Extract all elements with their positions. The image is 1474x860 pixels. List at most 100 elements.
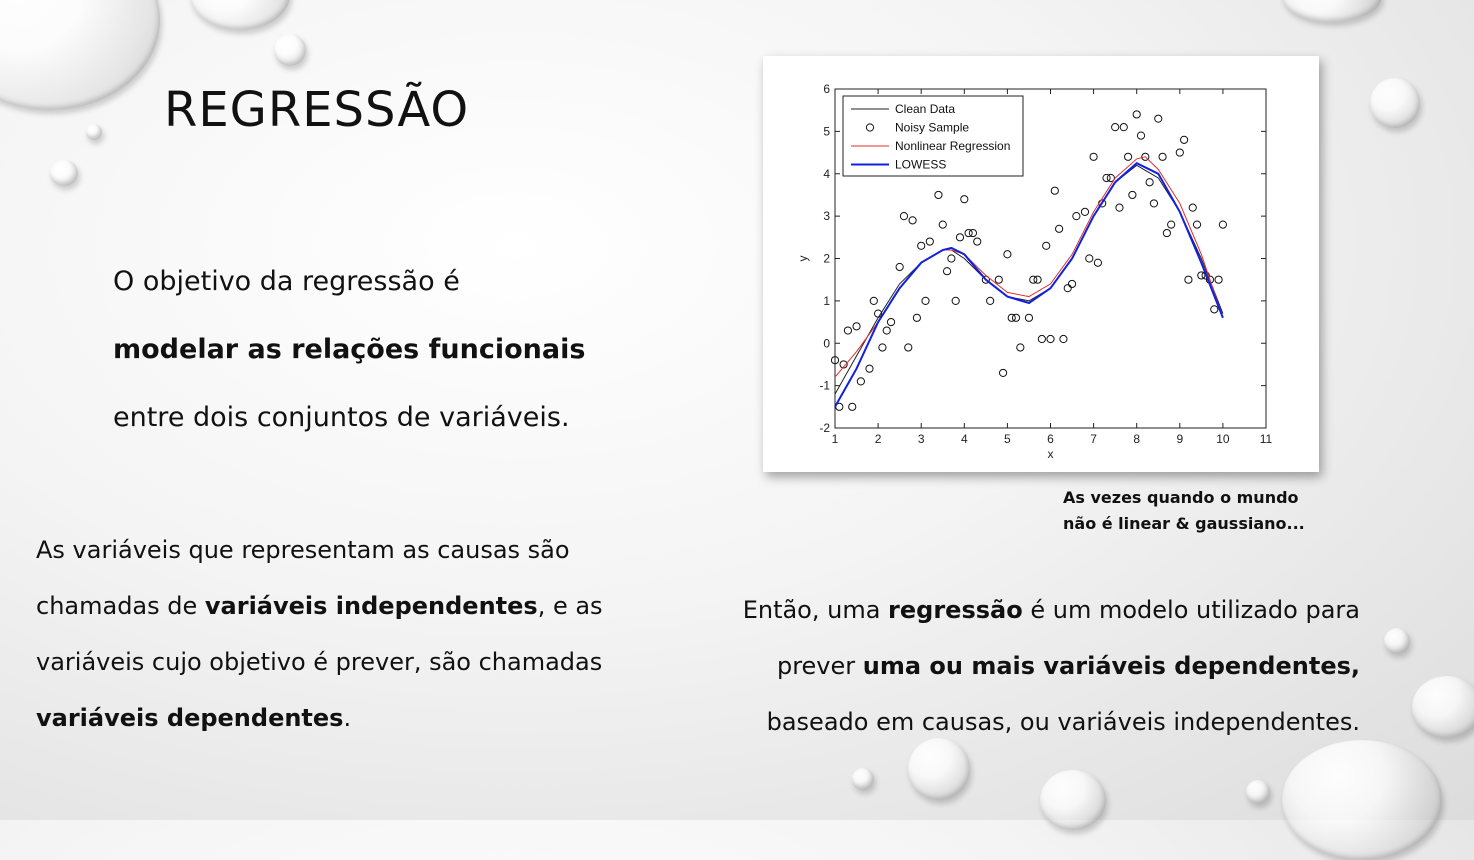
data-point [1141,152,1150,161]
data-point [830,356,840,365]
data-point [874,309,883,318]
water-drop [190,0,290,30]
y-tick-label: 0 [823,336,830,350]
causes-line-4-bold: variáveis dependentes [36,704,344,732]
water-drop [908,738,970,800]
data-point [1167,220,1176,229]
data-point [1123,152,1133,161]
data-point [998,368,1008,378]
data-point [1003,250,1012,259]
data-point [869,296,878,305]
water-drop [1040,770,1106,830]
causes-line-4-post: . [343,704,352,732]
data-point [925,237,934,246]
x-tick-label: 8 [1133,432,1140,446]
data-point [912,313,921,322]
data-point [1180,135,1189,144]
data-point [986,296,995,305]
conclusion-line-1-bold: regressão [888,596,1023,624]
data-point [964,228,973,238]
data-point [1119,123,1128,132]
x-tick-label: 4 [961,432,968,446]
water-drop [1384,628,1410,654]
data-point [1093,258,1103,267]
data-point [1214,275,1223,284]
y-tick-label: 5 [823,124,830,138]
data-point [1192,220,1202,229]
y-tick-label: -2 [819,421,830,435]
data-point [1149,199,1159,208]
chart-caption: As vezes quando o mundo não é linear & g… [1063,485,1305,537]
data-point [1154,114,1163,123]
data-point [1132,110,1141,119]
x-axis-label: x [1048,447,1054,461]
data-point [1016,343,1025,352]
water-drop [1412,676,1474,738]
data-point [960,195,969,204]
data-point [1033,275,1042,284]
caption-line-2: não é linear & gaussiano... [1063,514,1305,533]
data-point [1037,334,1046,344]
conclusion-line-3: baseado em causas, ou variáveis independ… [766,708,1360,736]
data-point [951,296,960,305]
data-point [942,267,952,276]
conclusion-text: Então, uma regressão é um modelo utiliza… [743,582,1360,750]
x-tick-label: 9 [1176,432,1183,446]
x-tick-label: 11 [1260,432,1273,446]
data-point [938,220,947,229]
data-point [1106,173,1115,183]
data-point [1089,152,1098,161]
data-point [1024,313,1034,322]
data-point [1145,178,1154,187]
data-point [1218,220,1227,229]
intro-line-2: modelar as relações funcionais [113,334,586,365]
data-point [921,296,930,305]
x-tick-label: 3 [918,432,925,446]
data-point [1115,203,1124,212]
data-point [968,228,978,238]
causes-line-1: As variáveis que representam as causas s… [36,536,570,564]
y-tick-label: 6 [823,82,830,96]
caption-line-1: As vezes quando o mundo [1063,488,1299,507]
y-tick-label: 4 [823,167,830,181]
data-point [865,364,874,373]
legend-marker [865,123,875,132]
legend-label: Clean Data [895,102,955,116]
water-drop [1246,780,1270,804]
chart-image: 1 2 3 4 5 6 7 8 9 10 11 -2 -1 0 1 2 3 4 5 6 x y Clean Data Nois… [763,56,1319,472]
intro-line-1: O objetivo da regressão é [113,266,460,297]
data-point [1111,123,1120,132]
y-tick-label: -1 [819,379,830,393]
data-point [1063,284,1072,293]
data-point [886,317,896,327]
data-point [1102,173,1111,183]
data-point [878,343,887,352]
legend-label: Noisy Sample [895,121,969,135]
causes-line-2-pre: chamadas de [36,592,205,620]
data-point [1197,271,1206,280]
x-tick-label: 10 [1216,432,1230,446]
water-drop [274,34,306,66]
data-point [1029,275,1038,284]
data-point [994,275,1003,284]
x-tick-label: 1 [832,432,839,446]
water-drop [86,124,102,140]
intro-line-3: entre dois conjuntos de variáveis. [113,402,570,433]
data-point [1046,334,1055,344]
x-tick-label: 2 [875,432,882,446]
conclusion-line-2-pre: prever [776,652,863,680]
data-point [1128,190,1137,200]
conclusion-line-2-bold: uma ou mais variáveis dependentes, [862,652,1360,680]
page-title: REGRESSÃO [164,82,470,138]
data-point [1050,186,1059,195]
data-point [1072,212,1081,221]
water-drop [852,768,874,790]
water-drop [1282,0,1382,22]
y-tick-label: 2 [823,252,830,266]
data-point [1059,334,1068,344]
data-point [934,190,943,200]
data-point [904,343,913,352]
data-point [856,377,865,386]
x-tick-label: 6 [1047,432,1054,446]
